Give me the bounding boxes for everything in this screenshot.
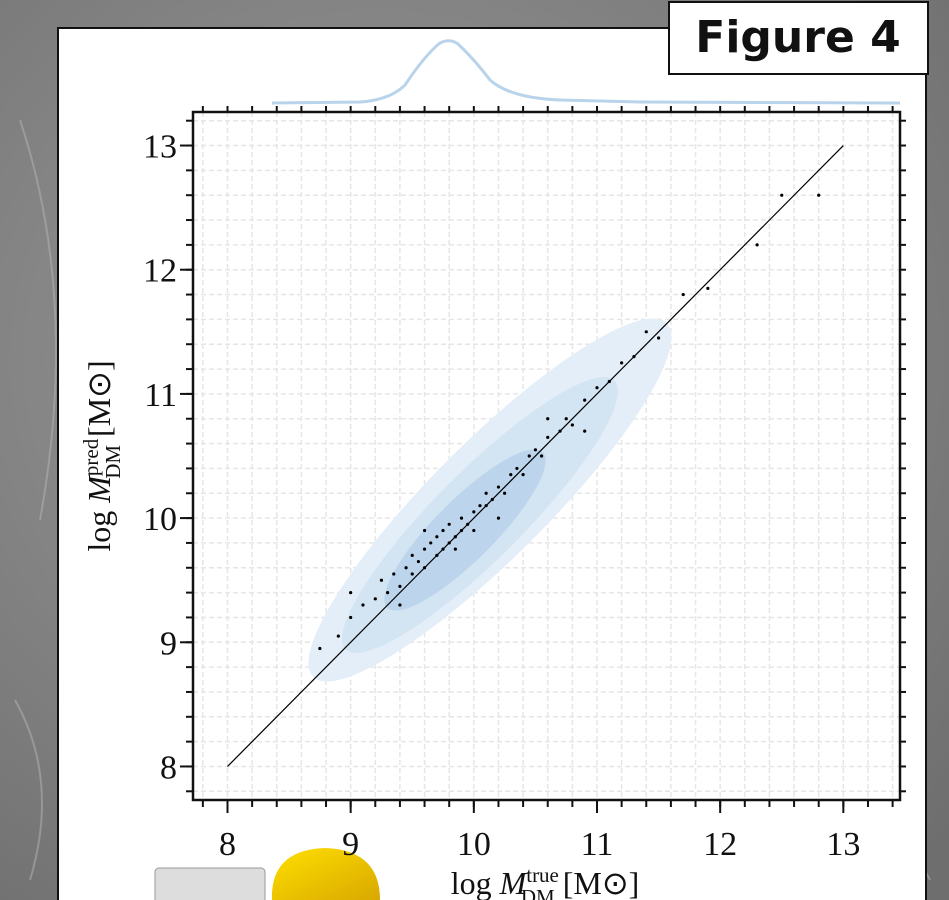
point bbox=[386, 591, 390, 595]
y-tick-label: 11 bbox=[144, 377, 177, 414]
mascot bbox=[154, 848, 380, 900]
density-contours bbox=[308, 318, 672, 682]
point bbox=[416, 559, 421, 564]
point bbox=[595, 386, 599, 390]
plot-frame bbox=[191, 110, 902, 802]
x-tick-label: 11 bbox=[581, 826, 614, 863]
point bbox=[620, 361, 624, 365]
point bbox=[429, 541, 433, 545]
y-tick-label: 8 bbox=[160, 749, 177, 786]
point bbox=[546, 417, 550, 421]
point bbox=[515, 466, 519, 471]
point bbox=[422, 547, 427, 551]
point bbox=[441, 528, 445, 533]
y-label-prefix: log bbox=[81, 503, 117, 552]
point bbox=[472, 528, 476, 533]
x-label-sup: true bbox=[526, 863, 559, 887]
figure-label: Figure 4 bbox=[695, 12, 900, 63]
point bbox=[503, 491, 507, 495]
point bbox=[392, 572, 396, 576]
point bbox=[817, 193, 821, 197]
x-tick-label: 10 bbox=[457, 826, 491, 863]
point bbox=[398, 584, 402, 588]
point bbox=[422, 528, 427, 533]
point bbox=[583, 429, 587, 433]
point bbox=[521, 473, 525, 477]
x-label-symbol: M bbox=[499, 865, 529, 900]
contour bbox=[384, 449, 546, 611]
x-axis-label: log Mtrue DM [M⊙] bbox=[451, 863, 640, 900]
x-tick-label: 8 bbox=[219, 826, 236, 863]
y-label-sup: pred bbox=[79, 438, 103, 476]
point bbox=[336, 634, 340, 638]
point bbox=[509, 473, 513, 477]
point bbox=[706, 286, 710, 290]
x-label-unit: [M⊙] bbox=[555, 865, 640, 900]
marginal-density bbox=[271, 39, 901, 105]
y-label-unit: [M⊙] bbox=[81, 360, 117, 445]
x-tick-label: 9 bbox=[342, 826, 359, 863]
point bbox=[583, 398, 587, 402]
point bbox=[644, 330, 648, 334]
point bbox=[349, 591, 353, 595]
point bbox=[564, 417, 568, 421]
point bbox=[780, 193, 784, 197]
point bbox=[379, 578, 384, 582]
point bbox=[373, 597, 377, 601]
point bbox=[447, 522, 451, 526]
point bbox=[410, 572, 414, 576]
y-label-symbol: M bbox=[81, 474, 117, 504]
point bbox=[570, 423, 574, 427]
point bbox=[478, 504, 482, 508]
x-tick-label: 13 bbox=[826, 826, 860, 863]
point bbox=[318, 646, 322, 651]
figure-label-box bbox=[668, 1, 929, 75]
x-label-sub: DM bbox=[521, 885, 555, 900]
y-axis-label: log MpredDM [M⊙] bbox=[79, 360, 125, 551]
point bbox=[472, 510, 476, 514]
y-tick-label: 13 bbox=[143, 129, 177, 166]
point bbox=[681, 292, 685, 297]
point bbox=[656, 336, 661, 340]
point bbox=[527, 454, 531, 458]
point bbox=[546, 435, 550, 439]
point bbox=[459, 516, 464, 520]
point bbox=[361, 603, 365, 607]
point bbox=[496, 516, 501, 520]
y-tick-label: 12 bbox=[143, 253, 177, 290]
x-tick-label: 12 bbox=[703, 826, 737, 863]
point bbox=[539, 454, 544, 458]
point bbox=[453, 547, 457, 551]
point bbox=[435, 535, 439, 539]
point bbox=[533, 448, 538, 452]
y-tick-label: 10 bbox=[143, 501, 177, 538]
point bbox=[410, 553, 414, 557]
point bbox=[404, 566, 408, 570]
hard-hat bbox=[271, 848, 380, 900]
point bbox=[349, 615, 353, 620]
x-label-prefix: log bbox=[451, 865, 500, 900]
y-label-sub: DM bbox=[101, 445, 125, 479]
point bbox=[755, 243, 759, 247]
point bbox=[484, 491, 488, 495]
y-tick-label: 9 bbox=[160, 625, 177, 662]
point bbox=[398, 603, 402, 607]
identity-line bbox=[227, 145, 844, 767]
mascot-body bbox=[154, 867, 266, 900]
point bbox=[496, 485, 501, 489]
